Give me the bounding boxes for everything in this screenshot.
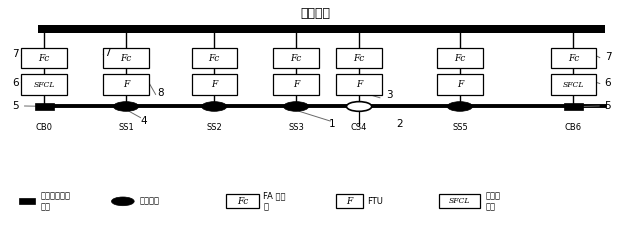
Text: 7: 7 bbox=[13, 49, 19, 60]
Text: 馈线开关: 馈线开关 bbox=[139, 197, 159, 206]
Text: SS1: SS1 bbox=[118, 123, 134, 132]
Circle shape bbox=[113, 102, 139, 111]
Text: 4: 4 bbox=[140, 115, 147, 126]
Bar bbox=[336, 48, 382, 68]
Text: 7: 7 bbox=[605, 52, 611, 62]
Bar bbox=[551, 75, 596, 95]
Bar bbox=[336, 194, 363, 208]
Circle shape bbox=[346, 102, 372, 111]
Text: SFCL: SFCL bbox=[449, 197, 471, 205]
Text: 6: 6 bbox=[13, 78, 19, 89]
Text: F: F bbox=[211, 80, 217, 89]
Bar bbox=[336, 75, 382, 95]
Text: 7: 7 bbox=[104, 47, 110, 58]
Text: Fc: Fc bbox=[38, 53, 50, 63]
Bar bbox=[437, 48, 483, 68]
Bar bbox=[192, 48, 237, 68]
Text: F: F bbox=[356, 80, 362, 89]
Text: CB0: CB0 bbox=[36, 123, 52, 132]
Text: Fc: Fc bbox=[290, 53, 302, 63]
Text: 3: 3 bbox=[386, 90, 392, 100]
Circle shape bbox=[202, 102, 227, 111]
Bar bbox=[437, 75, 483, 95]
Text: CS4: CS4 bbox=[351, 123, 367, 132]
Text: Fc: Fc bbox=[568, 53, 579, 63]
Text: CB6: CB6 bbox=[564, 123, 582, 132]
Text: 光纤通信: 光纤通信 bbox=[300, 7, 330, 20]
Text: SS5: SS5 bbox=[452, 123, 467, 132]
Text: Fc: Fc bbox=[237, 197, 248, 206]
Bar bbox=[103, 75, 149, 95]
Bar bbox=[564, 103, 583, 110]
Bar bbox=[21, 48, 67, 68]
Bar bbox=[21, 75, 67, 95]
Circle shape bbox=[447, 102, 472, 111]
Bar bbox=[273, 75, 319, 95]
Text: 5: 5 bbox=[13, 101, 19, 111]
Bar bbox=[273, 48, 319, 68]
Text: Fc: Fc bbox=[120, 53, 132, 63]
Text: 2: 2 bbox=[397, 119, 403, 129]
Bar bbox=[103, 48, 149, 68]
Text: Fc: Fc bbox=[353, 53, 365, 63]
Text: F: F bbox=[293, 80, 299, 89]
Text: SS2: SS2 bbox=[207, 123, 222, 132]
Text: 超导限
流器: 超导限 流器 bbox=[485, 192, 500, 211]
Text: SFCL: SFCL bbox=[33, 81, 55, 89]
Circle shape bbox=[284, 102, 309, 111]
Circle shape bbox=[112, 197, 134, 206]
Text: Fc: Fc bbox=[454, 53, 466, 63]
Text: 变电站出口断
路器: 变电站出口断 路器 bbox=[40, 192, 71, 211]
Text: 1: 1 bbox=[329, 119, 335, 129]
Bar bbox=[38, 25, 605, 33]
Bar bbox=[440, 194, 480, 208]
Bar bbox=[551, 48, 596, 68]
Text: 6: 6 bbox=[605, 78, 611, 89]
Text: F: F bbox=[346, 197, 353, 206]
Bar bbox=[19, 198, 35, 204]
Text: FTU: FTU bbox=[367, 197, 383, 206]
Text: SS3: SS3 bbox=[288, 123, 304, 132]
Text: SFCL: SFCL bbox=[563, 81, 584, 89]
Text: F: F bbox=[123, 80, 129, 89]
Text: 8: 8 bbox=[158, 88, 164, 98]
Text: 5: 5 bbox=[605, 101, 611, 111]
Bar bbox=[192, 75, 237, 95]
Text: Fc: Fc bbox=[209, 53, 220, 63]
Bar bbox=[35, 103, 54, 110]
Text: F: F bbox=[457, 80, 463, 89]
Bar bbox=[226, 194, 259, 208]
Text: FA 控制
器: FA 控制 器 bbox=[263, 192, 286, 211]
